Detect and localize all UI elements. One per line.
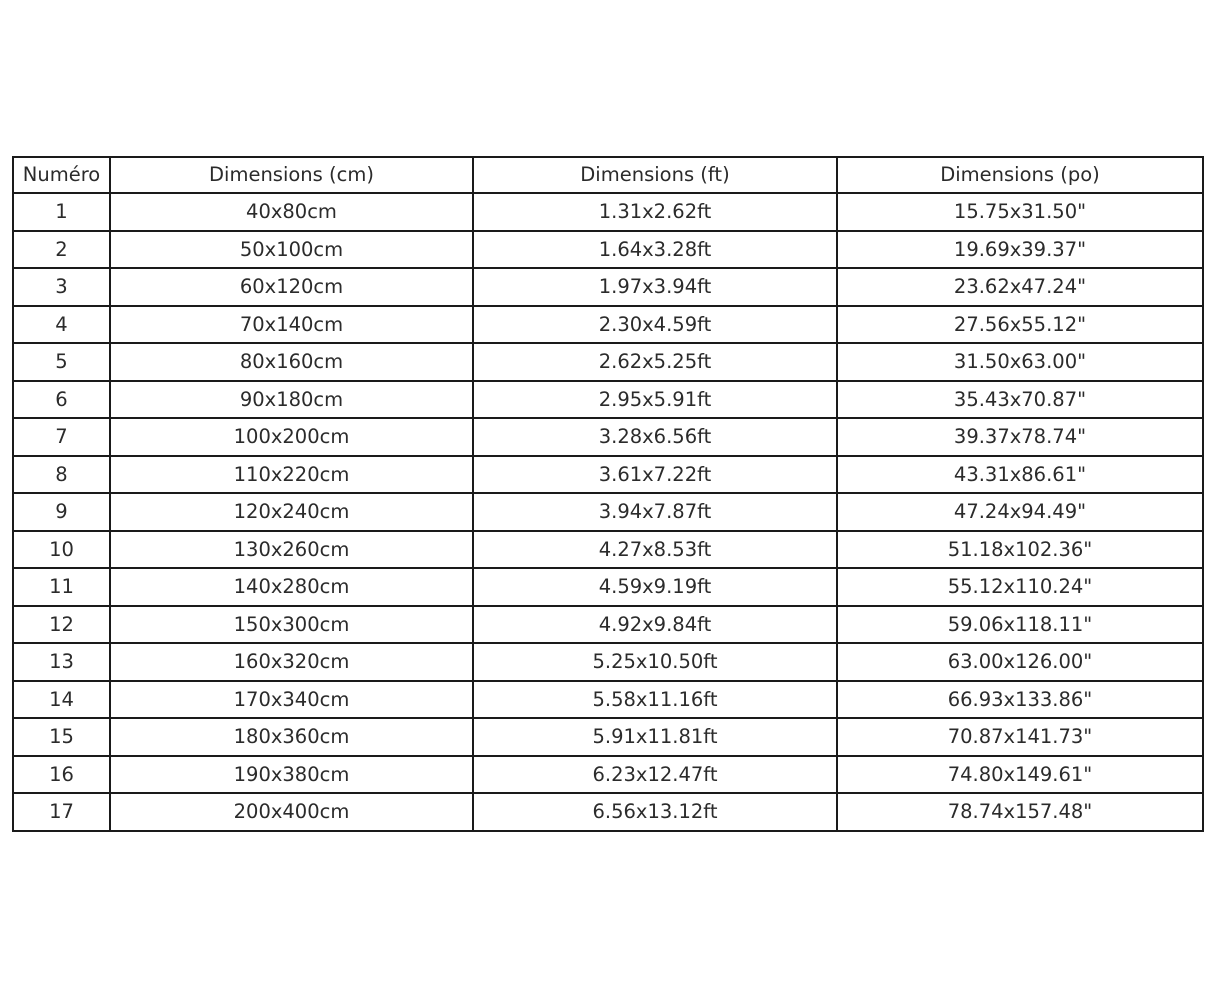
table-row: 4 70x140cm 2.30x4.59ft 27.56x55.12": [12, 304, 1204, 344]
cell-cm: 130x260cm: [109, 529, 474, 569]
cell-ft: 2.62x5.25ft: [472, 342, 838, 382]
cell-numero: 1: [12, 192, 111, 232]
cell-po: 43.31x86.61": [836, 454, 1204, 494]
cell-cm: 110x220cm: [109, 454, 474, 494]
cell-numero: 4: [12, 304, 111, 344]
table-row: 8 110x220cm 3.61x7.22ft 43.31x86.61": [12, 454, 1204, 494]
cell-po: 59.06x118.11": [836, 604, 1204, 644]
cell-numero: 15: [12, 717, 111, 757]
cell-po: 78.74x157.48": [836, 792, 1204, 832]
cell-cm: 60x120cm: [109, 267, 474, 307]
cell-ft: 5.25x10.50ft: [472, 642, 838, 682]
table-row: 6 90x180cm 2.95x5.91ft 35.43x70.87": [12, 379, 1204, 419]
table-row: 11 140x280cm 4.59x9.19ft 55.12x110.24": [12, 567, 1204, 607]
cell-ft: 4.59x9.19ft: [472, 567, 838, 607]
dimensions-table: Numéro Dimensions (cm) Dimensions (ft) D…: [12, 156, 1204, 832]
table-row: 2 50x100cm 1.64x3.28ft 19.69x39.37": [12, 229, 1204, 269]
table-row: 14 170x340cm 5.58x11.16ft 66.93x133.86": [12, 679, 1204, 719]
cell-po: 15.75x31.50": [836, 192, 1204, 232]
cell-numero: 10: [12, 529, 111, 569]
table-row: 3 60x120cm 1.97x3.94ft 23.62x47.24": [12, 267, 1204, 307]
cell-cm: 50x100cm: [109, 229, 474, 269]
column-header-po: Dimensions (po): [836, 156, 1204, 194]
cell-cm: 100x200cm: [109, 417, 474, 457]
table-header-row: Numéro Dimensions (cm) Dimensions (ft) D…: [12, 156, 1204, 194]
cell-cm: 160x320cm: [109, 642, 474, 682]
column-header-numero: Numéro: [12, 156, 111, 194]
cell-ft: 5.58x11.16ft: [472, 679, 838, 719]
cell-numero: 12: [12, 604, 111, 644]
cell-cm: 120x240cm: [109, 492, 474, 532]
cell-numero: 14: [12, 679, 111, 719]
cell-po: 51.18x102.36": [836, 529, 1204, 569]
cell-cm: 200x400cm: [109, 792, 474, 832]
cell-po: 39.37x78.74": [836, 417, 1204, 457]
cell-numero: 8: [12, 454, 111, 494]
cell-ft: 4.92x9.84ft: [472, 604, 838, 644]
cell-cm: 140x280cm: [109, 567, 474, 607]
cell-cm: 90x180cm: [109, 379, 474, 419]
cell-po: 70.87x141.73": [836, 717, 1204, 757]
cell-ft: 3.94x7.87ft: [472, 492, 838, 532]
cell-ft: 6.56x13.12ft: [472, 792, 838, 832]
cell-cm: 70x140cm: [109, 304, 474, 344]
cell-ft: 3.28x6.56ft: [472, 417, 838, 457]
table-row: 15 180x360cm 5.91x11.81ft 70.87x141.73": [12, 717, 1204, 757]
cell-po: 55.12x110.24": [836, 567, 1204, 607]
cell-po: 23.62x47.24": [836, 267, 1204, 307]
cell-po: 35.43x70.87": [836, 379, 1204, 419]
table-body: 1 40x80cm 1.31x2.62ft 15.75x31.50" 2 50x…: [12, 192, 1204, 832]
dimensions-table-container: Numéro Dimensions (cm) Dimensions (ft) D…: [12, 156, 1204, 832]
cell-cm: 150x300cm: [109, 604, 474, 644]
cell-ft: 3.61x7.22ft: [472, 454, 838, 494]
table-row: 16 190x380cm 6.23x12.47ft 74.80x149.61": [12, 754, 1204, 794]
cell-ft: 1.64x3.28ft: [472, 229, 838, 269]
cell-numero: 2: [12, 229, 111, 269]
table-row: 1 40x80cm 1.31x2.62ft 15.75x31.50": [12, 192, 1204, 232]
cell-ft: 2.30x4.59ft: [472, 304, 838, 344]
cell-po: 31.50x63.00": [836, 342, 1204, 382]
cell-po: 63.00x126.00": [836, 642, 1204, 682]
cell-ft: 2.95x5.91ft: [472, 379, 838, 419]
table-row: 13 160x320cm 5.25x10.50ft 63.00x126.00": [12, 642, 1204, 682]
table-header: Numéro Dimensions (cm) Dimensions (ft) D…: [12, 156, 1204, 194]
cell-numero: 17: [12, 792, 111, 832]
table-row: 12 150x300cm 4.92x9.84ft 59.06x118.11": [12, 604, 1204, 644]
cell-numero: 3: [12, 267, 111, 307]
cell-ft: 1.97x3.94ft: [472, 267, 838, 307]
cell-cm: 40x80cm: [109, 192, 474, 232]
cell-numero: 16: [12, 754, 111, 794]
cell-cm: 170x340cm: [109, 679, 474, 719]
cell-numero: 6: [12, 379, 111, 419]
column-header-ft: Dimensions (ft): [472, 156, 838, 194]
table-row: 9 120x240cm 3.94x7.87ft 47.24x94.49": [12, 492, 1204, 532]
cell-ft: 1.31x2.62ft: [472, 192, 838, 232]
cell-numero: 7: [12, 417, 111, 457]
cell-po: 27.56x55.12": [836, 304, 1204, 344]
cell-ft: 6.23x12.47ft: [472, 754, 838, 794]
table-row: 5 80x160cm 2.62x5.25ft 31.50x63.00": [12, 342, 1204, 382]
cell-numero: 11: [12, 567, 111, 607]
cell-numero: 5: [12, 342, 111, 382]
cell-po: 66.93x133.86": [836, 679, 1204, 719]
cell-po: 74.80x149.61": [836, 754, 1204, 794]
table-row: 7 100x200cm 3.28x6.56ft 39.37x78.74": [12, 417, 1204, 457]
cell-numero: 9: [12, 492, 111, 532]
cell-cm: 80x160cm: [109, 342, 474, 382]
cell-ft: 5.91x11.81ft: [472, 717, 838, 757]
cell-po: 19.69x39.37": [836, 229, 1204, 269]
table-row: 17 200x400cm 6.56x13.12ft 78.74x157.48": [12, 792, 1204, 832]
cell-cm: 190x380cm: [109, 754, 474, 794]
column-header-cm: Dimensions (cm): [109, 156, 474, 194]
cell-numero: 13: [12, 642, 111, 682]
cell-cm: 180x360cm: [109, 717, 474, 757]
cell-ft: 4.27x8.53ft: [472, 529, 838, 569]
cell-po: 47.24x94.49": [836, 492, 1204, 532]
table-row: 10 130x260cm 4.27x8.53ft 51.18x102.36": [12, 529, 1204, 569]
